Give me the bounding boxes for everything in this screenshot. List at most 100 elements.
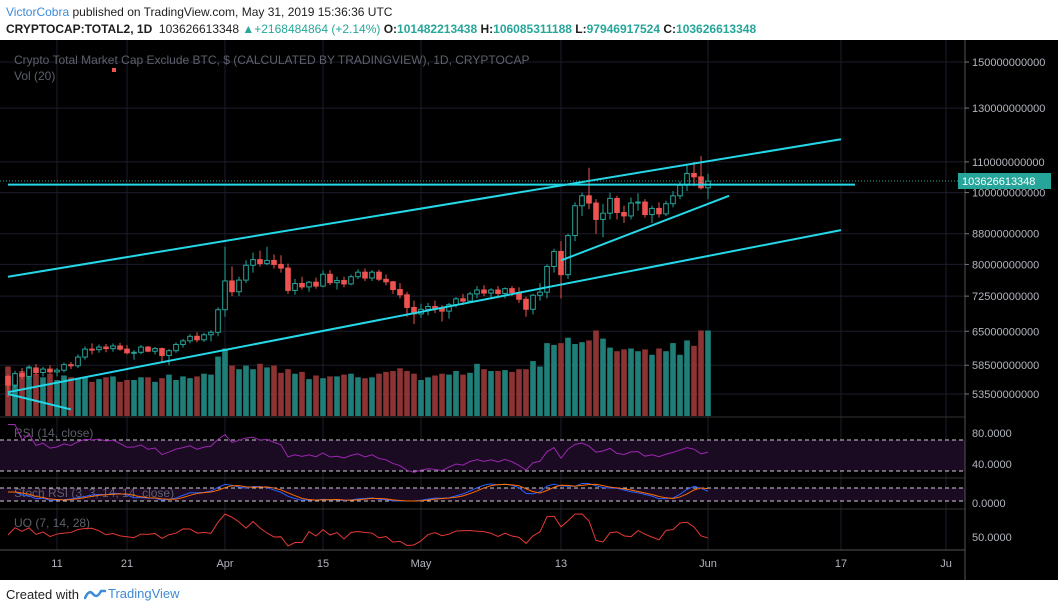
volume-bar <box>600 338 606 416</box>
candle-body <box>383 278 389 283</box>
volume-bar <box>453 371 459 416</box>
candle-body <box>495 289 501 294</box>
open-label: O: <box>383 22 398 36</box>
candle-body <box>523 298 529 310</box>
volume-bar <box>33 373 39 416</box>
volume-bar <box>19 371 25 416</box>
candle-body <box>404 294 410 308</box>
trendline[interactable] <box>7 138 842 278</box>
volume-bar <box>131 380 137 416</box>
candle-body <box>61 364 67 371</box>
candle-body <box>68 364 74 367</box>
up-arrow-icon: ▲ <box>242 22 255 36</box>
candle-body <box>278 263 284 269</box>
price-badge: 103626613348 <box>958 173 1051 189</box>
candle-body <box>446 304 452 312</box>
volume-bar <box>89 381 95 416</box>
candle-body <box>236 279 242 293</box>
volume-bar <box>271 365 277 416</box>
volume-bar <box>369 377 375 416</box>
volume-bar <box>376 373 382 416</box>
candle-body <box>187 335 193 342</box>
high-label: H: <box>480 22 494 36</box>
price-badge-value: 103626613348 <box>962 176 1035 188</box>
candle-body <box>173 343 179 352</box>
volume-bar <box>306 379 312 416</box>
candle-body <box>607 197 613 214</box>
candle-body <box>166 350 172 356</box>
candle-body <box>208 331 214 336</box>
candle-body <box>75 356 81 367</box>
stoch-band <box>0 488 965 501</box>
uo-line <box>7 513 709 547</box>
candle-body <box>229 280 235 293</box>
open-value: 101482213438 <box>397 22 478 36</box>
price-axis-label: 100000000000 <box>972 188 1045 200</box>
trendline[interactable] <box>7 229 842 394</box>
stoch-rsi-pane: Stoch RSI (3, 3, 14, 14, close) <box>0 477 965 502</box>
volume-bar <box>614 351 620 416</box>
stoch-rsi-label: Stoch RSI (3, 3, 14, 14, close) <box>14 486 174 500</box>
candle-body <box>460 298 466 302</box>
candle-body <box>341 280 347 285</box>
candle-body <box>320 273 326 287</box>
candle-body <box>117 345 123 350</box>
candle-body <box>194 335 200 341</box>
volume-bar <box>495 371 501 416</box>
volume-bar <box>509 371 515 416</box>
candle-body <box>201 334 207 341</box>
volume-bar <box>159 378 165 416</box>
tradingview-logo[interactable]: TradingView <box>83 586 180 601</box>
volume-bar <box>691 345 697 416</box>
volume-bar <box>96 379 102 416</box>
trendline[interactable] <box>560 194 730 262</box>
candle-body <box>544 265 550 293</box>
volume-bar <box>173 380 179 416</box>
volume-bar <box>684 340 690 416</box>
volume-bar <box>677 354 683 416</box>
price-badge-bg <box>958 173 1051 189</box>
tradingview-logo-icon <box>83 589 107 600</box>
flag-marker <box>112 68 116 72</box>
volume-bar <box>103 377 109 416</box>
candle-body <box>467 293 473 302</box>
trendlines[interactable] <box>7 138 855 411</box>
candle-body <box>313 281 319 287</box>
volume-bar <box>418 380 424 416</box>
volume-bar <box>257 363 263 416</box>
candle-body <box>215 309 221 333</box>
candle-body <box>47 368 53 373</box>
candle-body <box>40 368 46 373</box>
chart-canvas[interactable]: Crypto Total Market Cap Exclude BTC, $ (… <box>0 40 1058 580</box>
candle-body <box>530 294 536 310</box>
published-text: published on TradingView.com, May 31, 20… <box>72 5 393 19</box>
candle-body <box>103 346 109 350</box>
trendline[interactable] <box>7 393 72 411</box>
volume-bar <box>586 340 592 416</box>
volume-indicator-label: Vol (20) <box>14 69 55 83</box>
candle-body <box>33 367 39 373</box>
candle-body <box>698 176 704 189</box>
author-link[interactable]: VictorCobra <box>6 5 70 19</box>
candle-body <box>222 280 228 311</box>
last-price: 103626613348 <box>158 22 240 36</box>
time-axis[interactable]: 11 21 Apr 15 May 13 Jun 17 Ju <box>0 549 965 570</box>
candle-body <box>250 259 256 266</box>
candle-body <box>334 280 340 284</box>
time-axis-label: 21 <box>121 558 133 570</box>
price-axis[interactable]: 150000000000 130000000000 110000000000 1000… <box>964 40 1058 580</box>
close-label: C: <box>663 22 677 36</box>
volume-bar <box>411 373 417 416</box>
uo-label: UO (7, 14, 28) <box>14 516 90 530</box>
candle-body <box>551 250 557 267</box>
volume-bar <box>621 349 627 416</box>
volume-bar <box>628 348 634 416</box>
volume-bar <box>334 376 340 416</box>
volume-bar <box>425 377 431 416</box>
time-axis-label: May <box>411 558 432 570</box>
volume-bar <box>222 348 228 416</box>
volume-bar <box>551 344 557 416</box>
volume-bar <box>355 377 361 416</box>
candle-body <box>537 291 543 296</box>
candle-body <box>159 348 165 356</box>
